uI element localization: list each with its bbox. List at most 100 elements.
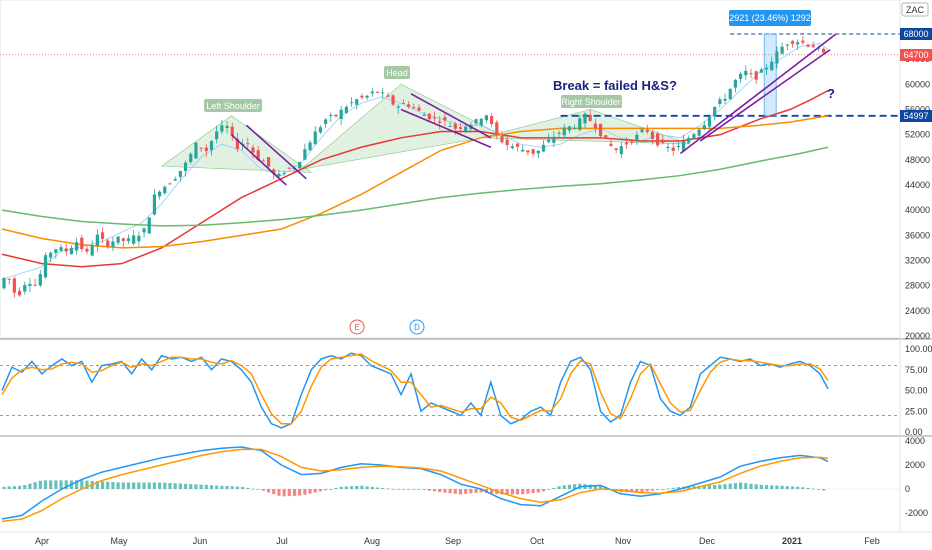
candle-body[interactable]: [375, 91, 380, 93]
candle-body[interactable]: [733, 79, 738, 88]
candle-body[interactable]: [521, 149, 525, 152]
candle-body[interactable]: [230, 126, 234, 136]
candle-body[interactable]: [443, 117, 447, 121]
candle-body[interactable]: [69, 248, 74, 255]
candle-body[interactable]: [490, 116, 494, 125]
candle-body[interactable]: [298, 162, 302, 169]
candle-body[interactable]: [194, 142, 198, 159]
candle-body[interactable]: [147, 217, 151, 234]
candle-body[interactable]: [515, 143, 520, 147]
candle-body[interactable]: [505, 139, 509, 145]
candle-body[interactable]: [723, 98, 727, 101]
candle-body[interactable]: [479, 118, 483, 126]
candle-body[interactable]: [381, 92, 385, 94]
candle-body[interactable]: [28, 283, 32, 287]
trend-line[interactable]: [245, 124, 307, 180]
candle-body[interactable]: [739, 73, 743, 79]
candle-body[interactable]: [656, 133, 660, 146]
candle-body[interactable]: [277, 173, 281, 177]
candle-body[interactable]: [583, 113, 587, 124]
candle-body[interactable]: [220, 125, 224, 132]
candle-body[interactable]: [142, 228, 146, 233]
candle-body[interactable]: [49, 252, 53, 258]
candle-body[interactable]: [401, 102, 406, 104]
candle-body[interactable]: [391, 95, 395, 105]
candle-body[interactable]: [209, 141, 214, 151]
candle-body[interactable]: [666, 146, 670, 148]
trend-line[interactable]: [410, 93, 492, 139]
candle-body[interactable]: [173, 179, 177, 181]
candle-body[interactable]: [780, 46, 784, 54]
candle-body[interactable]: [770, 61, 774, 71]
candle-body[interactable]: [681, 140, 686, 152]
candle-body[interactable]: [12, 278, 16, 293]
candle-body[interactable]: [552, 136, 556, 143]
candle-body[interactable]: [132, 235, 136, 244]
candle-body[interactable]: [2, 278, 6, 289]
candle-body[interactable]: [349, 102, 354, 104]
candle-body[interactable]: [85, 248, 89, 252]
candle-body[interactable]: [318, 127, 323, 133]
candle-body[interactable]: [432, 117, 437, 119]
candle-body[interactable]: [573, 127, 577, 129]
candle-body[interactable]: [728, 88, 732, 100]
candle-body[interactable]: [178, 171, 182, 177]
candle-body[interactable]: [64, 248, 68, 252]
candle-body[interactable]: [822, 48, 826, 53]
candle-body[interactable]: [474, 119, 478, 124]
candle-body[interactable]: [541, 144, 546, 152]
candle-body[interactable]: [246, 143, 250, 145]
candle-body[interactable]: [614, 148, 618, 151]
candle-body[interactable]: [801, 40, 805, 43]
candle-body[interactable]: [54, 249, 58, 253]
candle-body[interactable]: [396, 106, 400, 108]
symbol-badge[interactable]: ZAC: [901, 2, 929, 17]
candle-body[interactable]: [764, 67, 769, 70]
candle-body[interactable]: [692, 134, 696, 139]
candle-body[interactable]: [158, 191, 162, 197]
candle-body[interactable]: [645, 129, 649, 133]
candle-body[interactable]: [412, 107, 416, 109]
candle-body[interactable]: [43, 255, 48, 278]
candle-body[interactable]: [355, 99, 359, 105]
candle-body[interactable]: [365, 95, 369, 98]
candle-body[interactable]: [744, 70, 748, 76]
candle-body[interactable]: [796, 42, 800, 45]
candle-body[interactable]: [370, 91, 374, 94]
candle-body[interactable]: [329, 114, 333, 117]
candle-body[interactable]: [458, 127, 463, 129]
candle-body[interactable]: [80, 237, 84, 250]
dividend-marker[interactable]: D: [409, 319, 425, 335]
candle-body[interactable]: [308, 142, 312, 151]
candle-body[interactable]: [754, 71, 758, 80]
candle-body[interactable]: [526, 150, 530, 153]
candle-body[interactable]: [749, 73, 753, 75]
candle-body[interactable]: [697, 129, 701, 136]
candle-body[interactable]: [199, 147, 203, 149]
earnings-marker[interactable]: E: [349, 319, 365, 335]
candle-body[interactable]: [598, 123, 603, 137]
candle-body[interactable]: [168, 183, 172, 185]
candle-body[interactable]: [484, 115, 489, 121]
candle-body[interactable]: [593, 123, 597, 128]
candle-body[interactable]: [287, 167, 291, 169]
candle-body[interactable]: [759, 69, 763, 73]
candle-body[interactable]: [775, 51, 779, 64]
candle-body[interactable]: [588, 114, 592, 121]
candle-body[interactable]: [386, 95, 390, 97]
candle-body[interactable]: [567, 126, 572, 131]
candle-body[interactable]: [90, 245, 94, 256]
candle-body[interactable]: [38, 274, 42, 286]
candle-body[interactable]: [547, 139, 551, 142]
candle-body[interactable]: [303, 149, 307, 160]
candle-body[interactable]: [59, 247, 63, 251]
candle-body[interactable]: [562, 127, 566, 136]
candle-body[interactable]: [510, 146, 514, 149]
candle-body[interactable]: [313, 131, 317, 145]
candle-body[interactable]: [261, 160, 265, 162]
candle-body[interactable]: [7, 278, 11, 280]
candle-body[interactable]: [557, 132, 561, 134]
candle-body[interactable]: [360, 95, 364, 98]
candle-body[interactable]: [23, 285, 27, 292]
candle-body[interactable]: [183, 162, 188, 171]
